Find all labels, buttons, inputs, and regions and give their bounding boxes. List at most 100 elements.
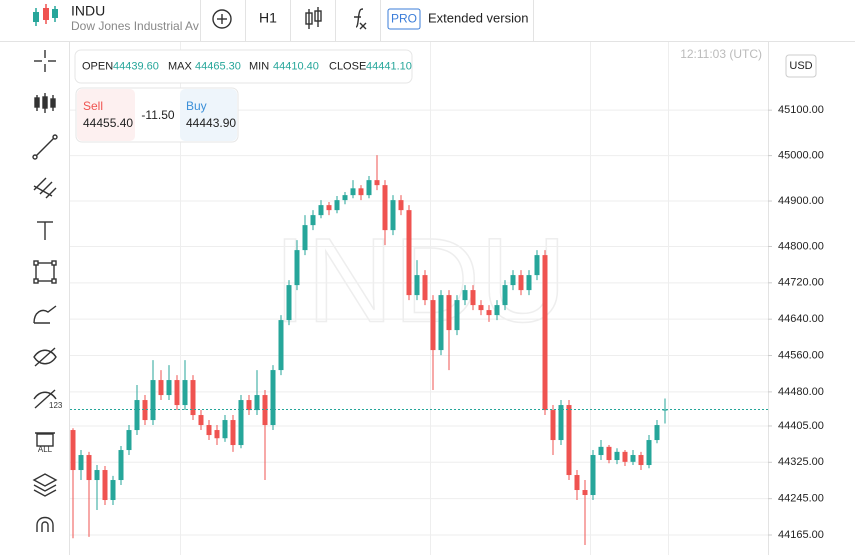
candle-body [190, 380, 196, 416]
y-tick-label: 44560.00 [778, 349, 824, 361]
candle-body [510, 275, 516, 286]
candle-body [262, 395, 268, 426]
candle-body [206, 425, 212, 436]
candle-body [334, 200, 340, 211]
candle-body [550, 410, 556, 441]
tool-label: 123 [49, 401, 63, 410]
candle-body [342, 195, 348, 201]
y-tick-label: 44640.00 [778, 313, 824, 325]
candle-body [294, 250, 300, 286]
candle-body [582, 490, 588, 496]
candle-body [478, 305, 484, 311]
candle-body [350, 188, 356, 196]
pro-badge[interactable] [387, 8, 421, 30]
spread: -11.50 [141, 108, 174, 122]
sell-price: 44455.40 [83, 116, 133, 130]
ohlc-value: 44441.10 [366, 60, 412, 72]
candle-body [110, 480, 116, 501]
add-indicator-button[interactable] [212, 9, 232, 29]
candle-body [222, 420, 228, 439]
chart-area: INDU [180, 42, 769, 555]
sell-button[interactable] [77, 89, 135, 141]
brush-tool[interactable] [33, 305, 57, 324]
candle-body [598, 446, 604, 456]
candle-body [270, 370, 276, 426]
y-tick-label: 44405.00 [778, 420, 824, 432]
y-tick-label: 45100.00 [778, 104, 824, 116]
crosshair-tool[interactable] [34, 50, 56, 72]
timeframe-button[interactable]: H1 [259, 10, 277, 26]
currency-label: USD [789, 60, 812, 72]
symbol-description: Dow Jones Industrial Av [71, 19, 199, 33]
candle-body [542, 255, 548, 411]
ohlc-label: MIN [249, 60, 269, 72]
candle-body [94, 470, 100, 481]
pro-badge-text: PRO [391, 12, 417, 26]
candle-body [638, 455, 644, 466]
candle-body [470, 290, 476, 306]
currency-button[interactable] [785, 54, 817, 78]
candle-body [86, 455, 92, 481]
candle-body [430, 300, 436, 351]
rectangle-tool[interactable] [33, 260, 57, 284]
candle-body [70, 430, 76, 471]
buy-price: 44443.90 [186, 116, 236, 130]
trend-line-tool[interactable] [32, 134, 58, 160]
candle-body [646, 440, 652, 466]
candle-body [150, 380, 156, 421]
candle-body [230, 420, 236, 446]
ohlc-value: 44439.60 [113, 60, 159, 72]
fib-tool[interactable] [33, 177, 57, 199]
candle-body [166, 380, 172, 396]
candle-body [662, 409, 668, 411]
y-tick-label: 44245.00 [778, 493, 824, 505]
candle-body [494, 305, 500, 316]
candle-body [630, 455, 636, 462]
tool-label: ALL [38, 445, 53, 454]
trade-tool[interactable] [34, 93, 56, 113]
candle-body [326, 205, 332, 211]
logo [33, 4, 58, 26]
y-tick-label: 45000.00 [778, 150, 824, 162]
remove-all-tool[interactable] [35, 432, 55, 447]
candle-body [198, 415, 204, 426]
text-tool[interactable] [37, 221, 53, 240]
candle-body [534, 255, 540, 276]
candle-body [502, 285, 508, 306]
layers-tool[interactable] [32, 473, 58, 497]
hide-indicators-tool[interactable] [33, 389, 57, 409]
candle-body [238, 400, 244, 446]
ohlc-value: 44465.30 [195, 60, 241, 72]
candle-body [462, 290, 468, 301]
candle-body [486, 310, 492, 316]
candle-body [118, 450, 124, 481]
extended-version-link[interactable]: Extended version [428, 10, 528, 25]
candle-body [438, 295, 444, 351]
y-tick-label: 44165.00 [778, 529, 824, 541]
candle-body [398, 200, 404, 211]
candle-body [310, 215, 316, 226]
ohlc-value: 44410.40 [273, 60, 319, 72]
sell-label: Sell [83, 99, 103, 113]
magnet-tool[interactable] [36, 516, 54, 533]
candle-body [606, 446, 612, 461]
buy-button[interactable] [180, 89, 237, 141]
candle-body [366, 180, 372, 196]
y-tick-label: 44800.00 [778, 240, 824, 252]
indicators-button[interactable] [354, 8, 367, 30]
y-tick-label: 44480.00 [778, 386, 824, 398]
ohlc-label: MAX [168, 60, 193, 72]
candle-body [422, 275, 428, 301]
candle-body [126, 430, 132, 451]
left-toolbar: 123 ALL [32, 42, 70, 555]
candle-body [174, 380, 180, 406]
candle-body [158, 380, 164, 396]
candle-body [614, 451, 620, 461]
chart-type-button[interactable] [305, 7, 322, 29]
watermark: INDU [273, 214, 566, 348]
candle-body [134, 400, 140, 431]
candle-body [102, 470, 108, 501]
hide-drawings-tool[interactable] [33, 347, 57, 367]
